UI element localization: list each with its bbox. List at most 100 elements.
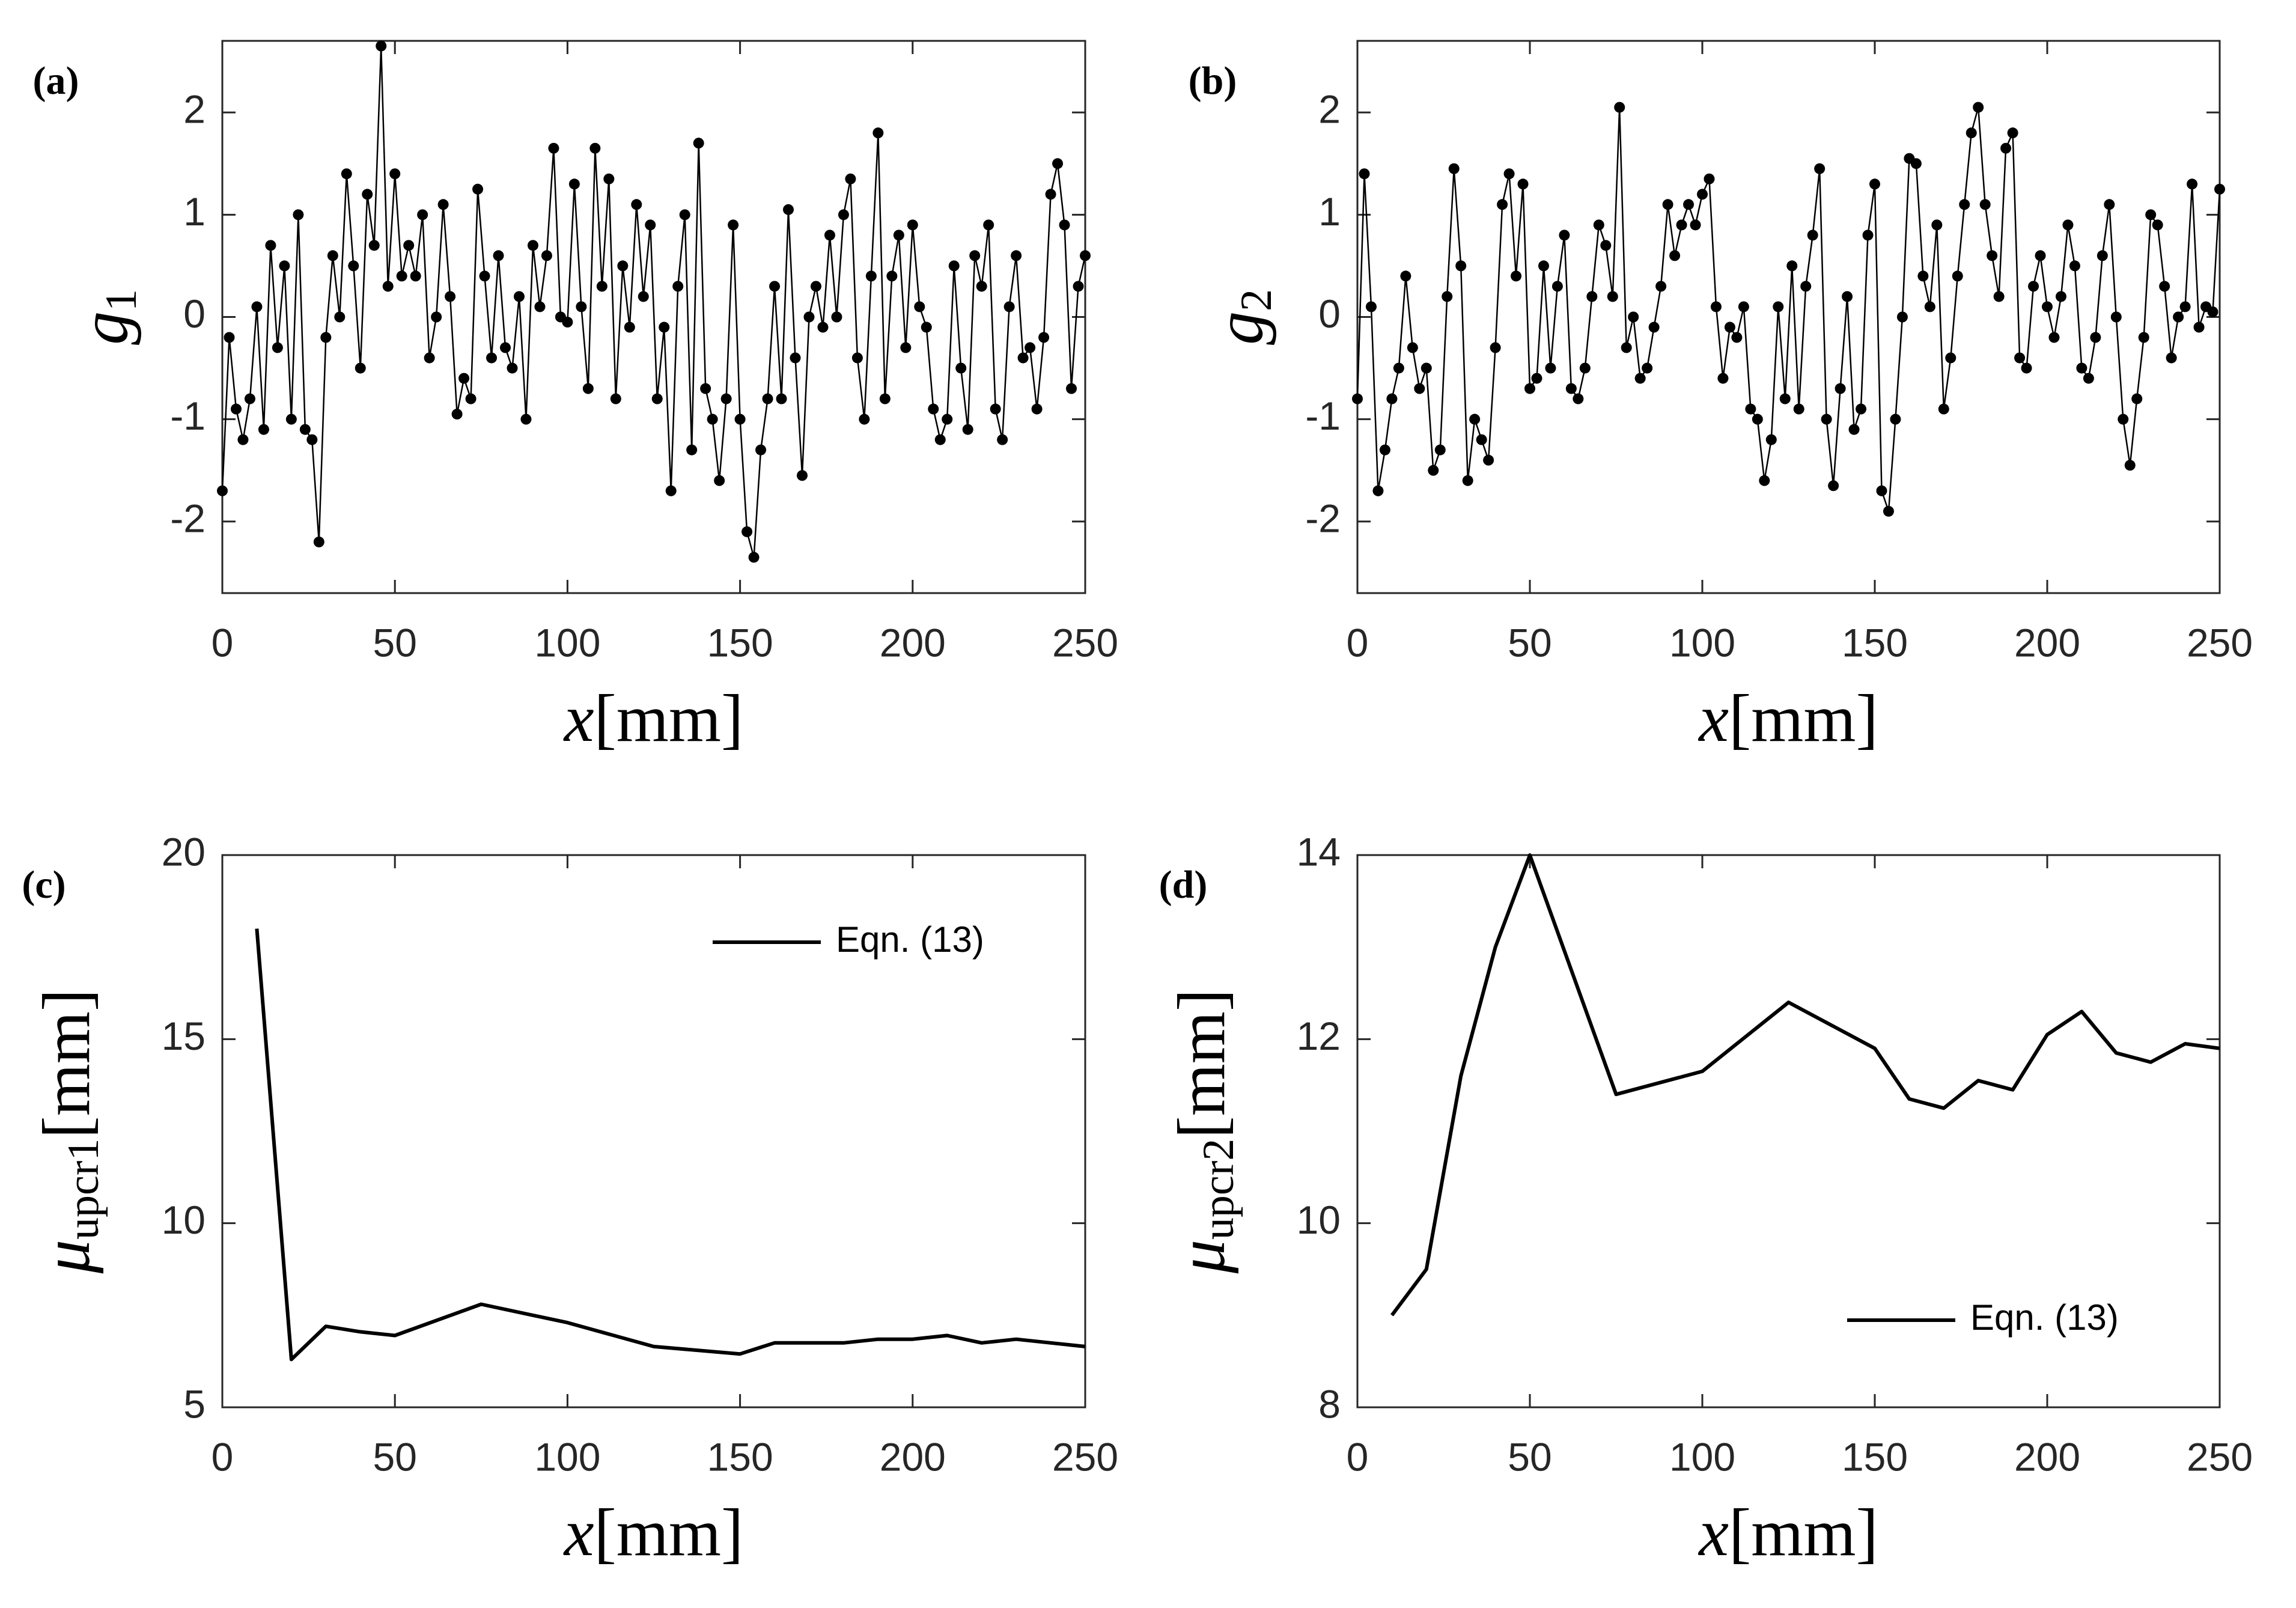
data-point (948, 260, 960, 272)
data-point (2035, 250, 2046, 261)
data-point (748, 552, 760, 563)
data-point (1959, 199, 1970, 210)
data-point (1869, 178, 1880, 190)
x-tick-label: 250 (2187, 1434, 2253, 1479)
data-point (1945, 352, 1956, 364)
panel-label: (b) (1189, 59, 1237, 103)
data-point (1973, 102, 1984, 113)
data-point (2062, 219, 2074, 231)
x-label-symbol: x (1698, 1496, 1729, 1570)
data-point (2207, 306, 2218, 317)
data-point (1634, 373, 1646, 384)
panel-label: (a) (33, 59, 79, 103)
data-point (2118, 413, 2129, 425)
data-point (1807, 230, 1818, 241)
data-point (1573, 393, 1584, 404)
data-point (327, 250, 338, 261)
data-point (921, 321, 932, 333)
data-point (934, 434, 946, 445)
data-point (859, 413, 870, 425)
legend-label: Eqn. (13) (1970, 1297, 2119, 1338)
data-point (610, 393, 621, 404)
data-point (796, 470, 808, 481)
data-point (1710, 301, 1722, 312)
data-point (1993, 291, 2005, 302)
data-point (1828, 480, 1839, 492)
data-point (1910, 158, 1922, 169)
data-point (1752, 413, 1763, 425)
data-point (907, 219, 918, 231)
data-point (886, 270, 898, 282)
x-tick-label: 0 (1347, 620, 1369, 665)
data-point (1814, 163, 1826, 174)
data-point (1511, 270, 1522, 282)
x-tick-label: 0 (212, 620, 234, 665)
y-label-symbol: g (1202, 311, 1277, 345)
data-point (1538, 260, 1549, 272)
data-point (1731, 332, 1743, 343)
x-tick-label: 50 (1508, 1434, 1551, 1479)
data-point (831, 311, 842, 323)
x-label-symbol: x (1698, 681, 1729, 756)
data-point (1448, 163, 1460, 174)
data-point (679, 209, 690, 221)
data-point (2124, 460, 2136, 471)
data-point (900, 342, 912, 353)
data-point (2187, 178, 2198, 190)
data-point (962, 424, 973, 435)
data-point (1856, 403, 1867, 415)
y-tick-label: 12 (1297, 1014, 1341, 1058)
x-tick-label: 250 (1052, 1434, 1118, 1479)
data-point (755, 444, 767, 455)
data-point (244, 393, 255, 404)
data-point (976, 281, 987, 292)
data-point (1821, 413, 1832, 425)
data-point (983, 219, 994, 231)
data-point (1642, 362, 1653, 374)
y-tick-label: 2 (1318, 87, 1341, 132)
data-point (1842, 291, 1853, 302)
data-point (1017, 352, 1029, 364)
y-tick-label: 5 (183, 1381, 206, 1426)
x-label-symbol: x (563, 681, 594, 756)
data-point (1773, 301, 1784, 312)
data-point (479, 270, 490, 282)
data-point (1987, 250, 1998, 261)
data-point (403, 240, 415, 251)
data-point (424, 352, 435, 364)
data-point (997, 434, 1008, 445)
x-tick-label: 100 (534, 1434, 600, 1479)
data-point (1890, 413, 1901, 425)
y-label-unit: [mm] (29, 989, 104, 1139)
data-point (217, 485, 228, 496)
y-tick-label: -1 (1305, 394, 1341, 438)
data-point (1655, 281, 1667, 292)
data-point (1607, 291, 1618, 302)
data-point (1745, 403, 1756, 415)
data-point (1428, 464, 1439, 476)
data-point (714, 475, 725, 486)
data-point (2152, 219, 2163, 231)
data-point (2007, 127, 2018, 139)
data-point (700, 383, 711, 394)
x-label-unit: [mm] (594, 681, 743, 756)
y-tick-label: -2 (1305, 496, 1341, 540)
data-point (1669, 250, 1681, 261)
y-axis-label: μupcr2[mm] (1165, 989, 1243, 1275)
data-point (272, 342, 283, 353)
data-point (631, 199, 642, 210)
data-point (1517, 178, 1529, 190)
data-point (1073, 281, 1084, 292)
y-tick-label: 2 (183, 87, 206, 132)
data-point (1455, 260, 1467, 272)
data-point (1011, 250, 1022, 261)
data-point (576, 301, 587, 312)
data-point (1724, 321, 1735, 333)
data-point (2000, 142, 2012, 154)
data-point (1497, 199, 1508, 210)
data-point (2097, 250, 2108, 261)
data-point (1407, 342, 1418, 353)
data-point (928, 403, 939, 415)
y-axis-label: g2 (1202, 289, 1281, 345)
